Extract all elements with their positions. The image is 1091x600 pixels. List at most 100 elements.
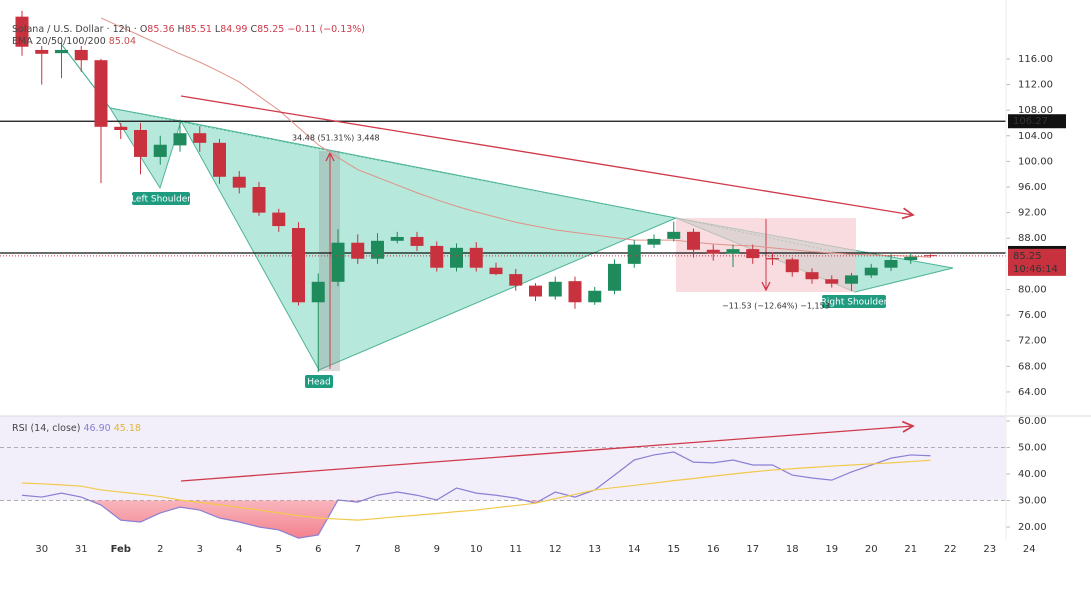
y-tick-label: 108.00	[1018, 105, 1053, 116]
candle-body	[647, 238, 661, 245]
x-tick-label: Feb	[111, 544, 131, 555]
candle-body	[74, 49, 88, 61]
candle-body	[608, 263, 621, 291]
x-tick-label: 5	[276, 544, 282, 555]
y-tick-label: 96.00	[1018, 182, 1047, 193]
annotation: Left Shoulder	[131, 195, 191, 205]
x-tick-label: 11	[509, 544, 522, 555]
candle-body	[726, 249, 740, 254]
y-tick-label: 88.00	[1018, 233, 1047, 244]
y-tick-label: 68.00	[1018, 361, 1047, 372]
ohlc-prefix: H	[178, 24, 185, 35]
ohlc-value: 85.25	[257, 24, 284, 35]
candle-body	[766, 258, 779, 260]
x-tick-label: 17	[746, 544, 759, 555]
candle-body	[450, 247, 463, 268]
plot: 64.00 68.00 72.00 76.00 80.00 88.00 92.00 96.00…	[0, 10, 1066, 555]
candle-body	[351, 242, 365, 259]
candle-body	[667, 231, 681, 239]
candle-body	[94, 60, 108, 127]
ohlc-prefix: L	[215, 24, 221, 35]
x-tick-label: 20	[865, 544, 878, 555]
x-tick-label: 4	[236, 544, 242, 555]
y-tick-label: 72.00	[1018, 336, 1047, 347]
candle-body	[706, 249, 720, 254]
oversold-fill	[89, 500, 541, 539]
candle-body	[232, 176, 246, 188]
y-tick-label: 60.00	[1018, 416, 1047, 427]
candle-body	[884, 260, 898, 268]
ohlc-value: 84.99	[220, 24, 247, 35]
change: −0.11 (−0.13%)	[287, 24, 365, 35]
x-tick-label: 3	[197, 544, 203, 555]
candle-body	[292, 227, 305, 303]
x-tick-label: 6	[315, 544, 321, 555]
rsi-band	[0, 416, 1006, 501]
y-tick-label: 80.00	[1018, 284, 1047, 295]
chart-header: Solana / U.S. Dollar · 12h · O85.36 H 85.…	[12, 24, 365, 35]
x-tick-label: 13	[588, 544, 601, 555]
price-level-box	[1008, 114, 1066, 129]
y-tick-label: 116.00	[1018, 54, 1053, 65]
ema-name: EMA 20/50/100/200	[12, 36, 106, 47]
label-box	[305, 375, 333, 388]
rsi-trend-arrow	[180, 426, 913, 482]
candle-body	[568, 281, 582, 303]
measure-label: 34.48 (51.31%) 3,448	[292, 134, 380, 143]
ohlc-value: 85.36	[147, 24, 174, 35]
x-tick-label: 12	[549, 544, 562, 555]
y-tick-label: 50.00	[1018, 443, 1047, 454]
x-tick-label: 2	[157, 544, 163, 555]
rsi-legend: RSI (14, close) 46.90 45.18	[12, 423, 141, 434]
y-tick-label: 76.00	[1018, 310, 1047, 321]
candle-body	[746, 249, 760, 259]
x-tick-label: 31	[75, 544, 88, 555]
line	[21, 459, 931, 521]
candle-body	[15, 16, 29, 47]
y-tick-label: 92.00	[1018, 208, 1047, 219]
line	[100, 17, 931, 258]
candle-body	[252, 187, 266, 213]
candle-body	[904, 256, 918, 261]
countdown: 10:46:14	[1013, 264, 1058, 275]
x-tick-label: 30	[35, 544, 48, 555]
ema-legend: EMA 20/50/100/200 85.04	[12, 36, 136, 47]
x-tick-label: 22	[944, 544, 957, 555]
y-tick-label: 112.00	[1018, 80, 1053, 91]
y-tick-label: 30.00	[1018, 496, 1047, 507]
y-tick-label: 104.00	[1018, 131, 1053, 142]
candle-body	[627, 244, 641, 264]
annotation: Head	[307, 378, 331, 388]
price-level-label: 106.27	[1013, 116, 1048, 127]
x-tick-label: 15	[667, 544, 680, 555]
x-tick-label: 14	[628, 544, 641, 555]
candle-body	[311, 281, 325, 303]
x-tick-label: 8	[394, 544, 400, 555]
candle-body	[272, 212, 286, 227]
rsi-title: RSI (14, close)	[12, 423, 80, 434]
label-box	[822, 295, 886, 308]
candle-body	[529, 285, 542, 297]
candle-body	[213, 142, 226, 177]
candle-body	[785, 259, 799, 273]
candle-body	[410, 236, 424, 246]
candle-body	[825, 279, 839, 284]
candle-body	[114, 126, 128, 131]
candle-body	[371, 240, 384, 259]
x-tick-label: 10	[470, 544, 483, 555]
ohlc-prefix: O	[140, 24, 147, 35]
candle-body	[173, 133, 187, 146]
x-tick-label: 23	[983, 544, 996, 555]
x-tick-label: 7	[355, 544, 361, 555]
last-price-label: 85.25	[1013, 251, 1042, 262]
candle-body	[153, 144, 167, 157]
y-tick-label: 40.00	[1018, 469, 1047, 480]
y-tick-label: 20.00	[1018, 522, 1047, 533]
annotation: Right Shoulder	[821, 298, 888, 308]
x-tick-label: 18	[786, 544, 799, 555]
candle-body	[687, 231, 700, 250]
candle-body	[469, 247, 483, 268]
x-tick-label: 9	[434, 544, 440, 555]
chart-title: Solana / U.S. Dollar · 12h ·	[12, 24, 137, 35]
candle-body	[845, 275, 858, 284]
